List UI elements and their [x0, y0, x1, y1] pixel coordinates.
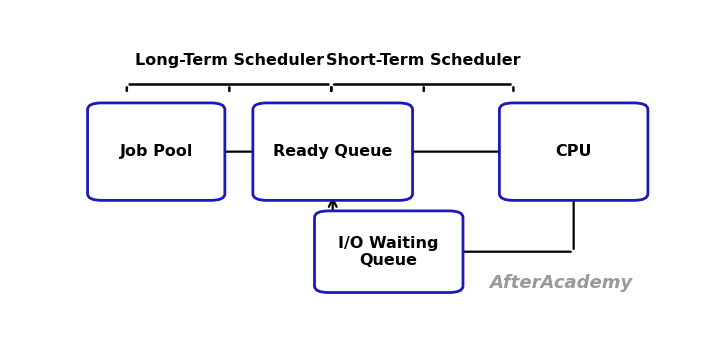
FancyBboxPatch shape — [500, 103, 648, 200]
Text: I/O Waiting
Queue: I/O Waiting Queue — [338, 236, 439, 268]
Text: Ready Queue: Ready Queue — [273, 144, 393, 159]
Text: Short-Term Scheduler: Short-Term Scheduler — [327, 53, 521, 68]
FancyBboxPatch shape — [253, 103, 413, 200]
Text: Job Pool: Job Pool — [119, 144, 193, 159]
FancyBboxPatch shape — [87, 103, 225, 200]
FancyBboxPatch shape — [315, 211, 463, 292]
Text: CPU: CPU — [555, 144, 592, 159]
Text: Long-Term Scheduler: Long-Term Scheduler — [134, 53, 324, 68]
Text: AfterAcademy: AfterAcademy — [489, 274, 633, 292]
